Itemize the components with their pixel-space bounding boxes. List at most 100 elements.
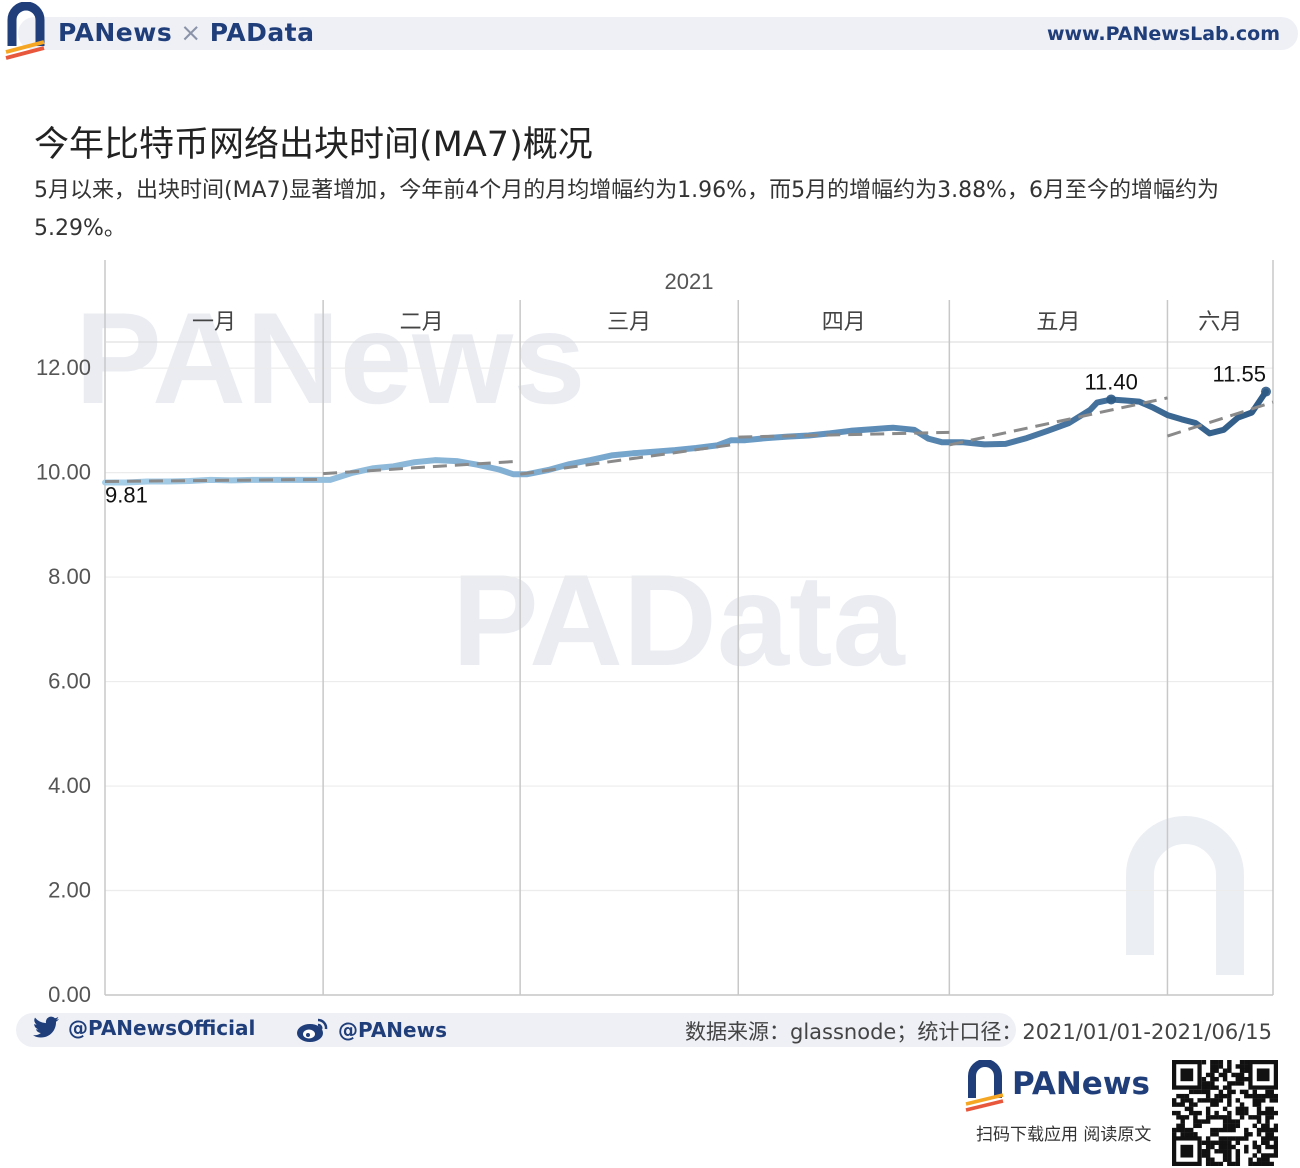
qr-code-icon[interactable] — [1172, 1060, 1278, 1166]
y-tick-label: 8.00 — [48, 564, 91, 589]
data-point — [673, 448, 677, 452]
data-point — [1151, 406, 1155, 410]
month-label: 六月 — [1198, 309, 1242, 334]
year-label: 2021 — [665, 269, 714, 294]
data-point — [229, 478, 233, 482]
weibo-handle[interactable]: @PANews — [296, 1016, 447, 1044]
data-point — [328, 478, 332, 482]
data-point — [631, 451, 635, 455]
data-point — [476, 463, 480, 467]
brand-line: PANews × PAData — [58, 18, 315, 47]
watermark-padata: PAData — [452, 547, 906, 693]
data-point — [1046, 429, 1050, 433]
data-point — [1003, 442, 1007, 446]
data-point — [166, 479, 170, 483]
data-point — [609, 453, 613, 457]
data-point — [729, 438, 733, 442]
footer-panews-logo-icon — [965, 1060, 1004, 1112]
trend-line — [104, 477, 324, 483]
trend-line — [519, 442, 739, 476]
brand-panews: PANews — [58, 18, 173, 47]
data-point — [314, 478, 318, 482]
data-point — [828, 431, 832, 435]
data-point — [1193, 421, 1197, 425]
data-point — [785, 434, 789, 438]
data-point — [497, 467, 501, 471]
footer-brand: PANews — [1012, 1066, 1150, 1102]
y-tick-label: 6.00 — [48, 669, 91, 694]
brand-padata: PAData — [209, 18, 315, 47]
site-url-link[interactable]: www.PANewsLab.com — [1046, 23, 1280, 45]
data-point — [525, 472, 529, 476]
data-point — [743, 438, 747, 442]
data-point — [187, 479, 191, 483]
data-point — [546, 468, 550, 472]
data-point — [912, 428, 916, 432]
trend-line — [949, 396, 1168, 447]
twitter-label: @PANewsOfficial — [68, 1016, 256, 1040]
data-point — [940, 440, 944, 444]
chart-subtitle: 5月以来，出块时间(MA7)显著增加，今年前4个月的月均增幅约为1.96%，而5… — [34, 178, 1219, 241]
data-point — [652, 450, 656, 454]
footer-pill — [16, 1013, 1016, 1047]
data-point — [1067, 421, 1071, 425]
data-point — [349, 471, 353, 475]
y-tick-label: 2.00 — [48, 878, 91, 903]
data-point — [567, 462, 571, 466]
watermark-logo-icon — [1126, 816, 1244, 975]
footer-caption: 扫码下载应用 阅读原文 — [976, 1125, 1152, 1145]
twitter-icon — [33, 1016, 59, 1038]
y-tick-label: 10.00 — [36, 460, 91, 485]
data-point — [208, 478, 212, 482]
month-label: 二月 — [400, 309, 444, 334]
data-point — [764, 436, 768, 440]
header-bar: PANews × PAData www.PANewsLab.com — [0, 0, 1300, 60]
month-label: 五月 — [1036, 309, 1080, 334]
data-point — [806, 433, 810, 437]
twitter-handle[interactable]: @PANewsOfficial — [32, 1016, 255, 1040]
y-tick-label: 12.00 — [36, 355, 91, 380]
trend-line — [323, 459, 521, 476]
watermark: PANews PAData — [75, 285, 1244, 975]
data-point — [370, 466, 374, 470]
data-source-note: 数据来源：glassnode；统计口径：2021/01/01-2021/06/1… — [685, 1020, 1272, 1044]
month-label: 三月 — [607, 309, 651, 334]
data-point — [982, 442, 986, 446]
data-point — [870, 427, 874, 431]
data-point — [433, 458, 437, 462]
trend-line — [1166, 400, 1274, 438]
data-point — [511, 472, 515, 476]
data-point — [1123, 398, 1127, 402]
data-point — [715, 443, 719, 447]
month-label: 一月 — [192, 309, 236, 334]
month-label: 四月 — [822, 309, 866, 334]
data-point — [1236, 416, 1240, 420]
data-point — [455, 459, 459, 463]
weibo-label: @PANews — [338, 1018, 447, 1042]
brand-separator: × — [180, 18, 202, 47]
data-point — [1250, 410, 1254, 414]
weibo-icon — [297, 1018, 328, 1042]
data-point — [961, 440, 965, 444]
header-pill — [18, 17, 1298, 50]
annotation-marker — [1260, 386, 1271, 397]
data-point — [251, 478, 255, 482]
trend-line — [738, 430, 950, 439]
block-time-chart: PANews PAData 0.00 2.00 4.00 6.00 8.00 10.00 1… — [36, 260, 1274, 1005]
data-point — [272, 478, 276, 482]
data-point — [1179, 417, 1183, 421]
data-point — [1207, 431, 1211, 435]
watermark-panews: PANews — [75, 285, 586, 431]
data-label: 11.55 — [1213, 362, 1266, 387]
chart-title: 今年比特币网络出块时间(MA7)概况 — [34, 125, 593, 165]
annotation-marker — [1106, 394, 1117, 405]
data-label: 9.81 — [105, 483, 148, 508]
y-tick-label: 4.00 — [48, 773, 91, 798]
panews-logo-icon — [5, 2, 45, 60]
data-point — [849, 429, 853, 433]
data-point — [1222, 428, 1226, 432]
data-label: 11.40 — [1084, 369, 1137, 394]
data-point — [891, 425, 895, 429]
data-point — [293, 478, 297, 482]
data-point — [694, 446, 698, 450]
